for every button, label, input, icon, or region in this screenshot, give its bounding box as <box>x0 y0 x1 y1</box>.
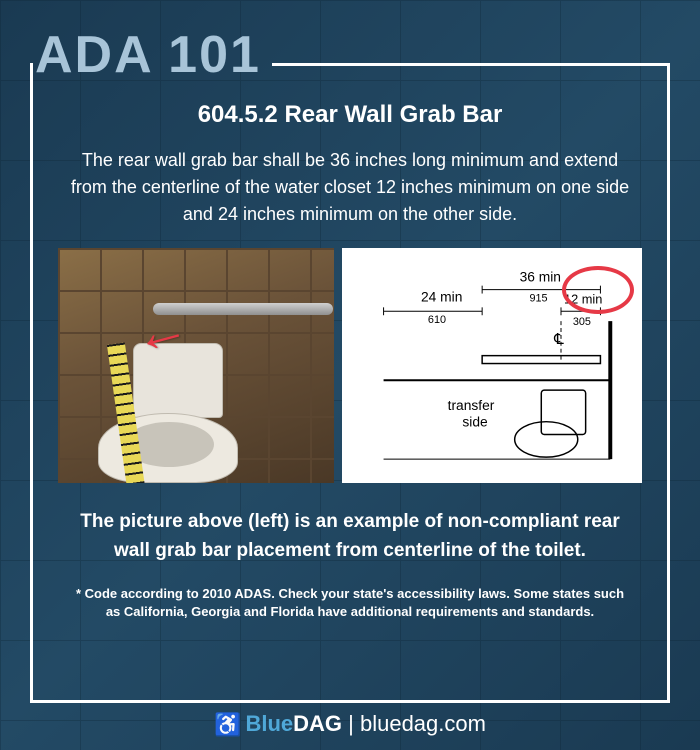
image-caption: The picture above (left) is an example o… <box>58 508 642 565</box>
dim-36-label: 36 min <box>520 270 561 285</box>
brand-suffix: DAG <box>293 711 342 736</box>
main-container: ADA 101 604.5.2 Rear Wall Grab Bar The r… <box>0 0 700 750</box>
body-paragraph: The rear wall grab bar shall be 36 inche… <box>58 147 642 228</box>
footer: ♿BlueDAG | bluedag.com <box>0 711 700 738</box>
dim-24-label: 24 min <box>421 289 462 304</box>
footer-url: bluedag.com <box>360 711 486 736</box>
transfer-label-1: transfer <box>448 398 495 413</box>
dim-24-mm: 610 <box>428 314 446 326</box>
dim-36-mm: 915 <box>529 292 547 304</box>
footer-separator: | <box>342 711 360 736</box>
dim-12-mm: 305 <box>573 316 591 328</box>
photo-panel: ← <box>58 248 334 483</box>
centerline-symbol: ℄ <box>553 332 564 348</box>
wheelchair-icon: ♿ <box>214 712 241 738</box>
image-row: ← 24 min 610 36 min 915 1 <box>58 248 642 483</box>
highlight-circle <box>562 266 634 314</box>
brand-prefix: Blue <box>245 711 293 736</box>
diagram-panel: 24 min 610 36 min 915 12 min 305 ℄ <box>342 248 642 483</box>
section-subtitle: 604.5.2 Rear Wall Grab Bar <box>58 101 642 129</box>
content-frame: 604.5.2 Rear Wall Grab Bar The rear wall… <box>30 63 670 703</box>
transfer-label-2: side <box>462 415 488 430</box>
code-footnote: * Code according to 2010 ADAS. Check you… <box>58 585 642 621</box>
